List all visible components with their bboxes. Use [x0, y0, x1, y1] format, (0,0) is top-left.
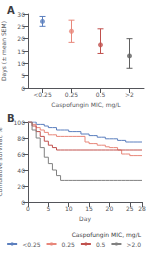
svg-text:0: 0 — [26, 205, 30, 212]
svg-text:A: A — [7, 5, 15, 16]
svg-text:Day: Day — [79, 215, 91, 223]
svg-text:80: 80 — [17, 135, 25, 142]
svg-text:<0.25: <0.25 — [22, 241, 41, 248]
svg-text:15: 15 — [17, 48, 25, 55]
svg-text:>2: >2 — [125, 91, 134, 98]
svg-text:5: 5 — [21, 72, 25, 79]
svg-text:28: 28 — [138, 205, 146, 212]
svg-text:0: 0 — [21, 85, 25, 92]
svg-text:<0.25: <0.25 — [33, 91, 52, 98]
svg-text:Caspofungin MIC, mg/L: Caspofungin MIC, mg/L — [51, 101, 121, 109]
svg-text:25: 25 — [126, 205, 134, 212]
svg-text:0.25: 0.25 — [62, 241, 76, 248]
svg-text:60: 60 — [17, 151, 25, 158]
svg-text:0: 0 — [21, 199, 25, 206]
svg-text:30: 30 — [17, 11, 25, 18]
svg-text:Caspofungin MIC, mg/L: Caspofungin MIC, mg/L — [72, 231, 142, 239]
svg-text:25: 25 — [17, 23, 25, 30]
svg-text:10: 10 — [65, 205, 73, 212]
svg-text:0.5: 0.5 — [96, 91, 106, 98]
svg-text:10: 10 — [17, 60, 25, 67]
svg-text:>2.0: >2.0 — [126, 241, 141, 248]
svg-text:20: 20 — [17, 35, 25, 42]
svg-text:0.5: 0.5 — [96, 241, 106, 248]
svg-text:Cumulative survival, %: Cumulative survival, % — [0, 127, 3, 196]
svg-text:20: 20 — [17, 183, 25, 190]
svg-text:40: 40 — [17, 167, 25, 174]
svg-text:5: 5 — [46, 205, 50, 212]
svg-text:15: 15 — [85, 205, 93, 212]
svg-text:20: 20 — [106, 205, 114, 212]
svg-text:Days (± mean SEM): Days (± mean SEM) — [0, 21, 8, 81]
svg-text:100: 100 — [14, 119, 26, 126]
svg-text:0.25: 0.25 — [65, 91, 79, 98]
svg-text:B: B — [7, 113, 15, 124]
